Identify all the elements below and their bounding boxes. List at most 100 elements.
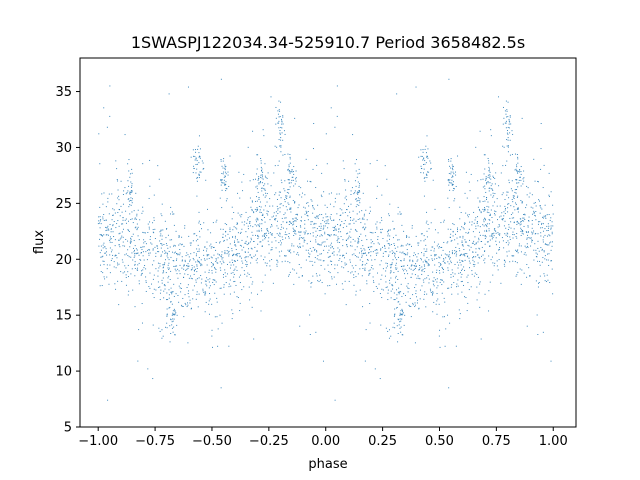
scatter-point bbox=[184, 261, 186, 263]
scatter-point bbox=[525, 247, 527, 249]
scatter-point bbox=[315, 236, 317, 238]
scatter-point bbox=[191, 307, 192, 309]
scatter-point bbox=[533, 210, 535, 212]
scatter-point bbox=[190, 242, 192, 244]
scatter-point bbox=[277, 209, 279, 211]
scatter-point bbox=[174, 313, 176, 315]
scatter-point bbox=[321, 242, 323, 244]
scatter-point bbox=[423, 271, 425, 273]
scatter-point bbox=[418, 242, 420, 244]
scatter-point bbox=[134, 306, 136, 308]
scatter-point bbox=[416, 260, 418, 262]
scatter-point bbox=[421, 233, 423, 235]
scatter-point bbox=[223, 240, 225, 242]
scatter-point bbox=[325, 220, 327, 222]
scatter-point bbox=[418, 269, 420, 271]
scatter-point bbox=[334, 201, 336, 203]
scatter-point bbox=[351, 271, 353, 273]
scatter-point bbox=[484, 207, 486, 209]
scatter-point bbox=[321, 172, 323, 174]
scatter-point bbox=[440, 254, 442, 256]
scatter-point bbox=[472, 257, 474, 259]
scatter-point bbox=[310, 223, 312, 225]
scatter-point bbox=[317, 280, 319, 282]
scatter-point bbox=[514, 209, 516, 211]
scatter-point bbox=[167, 234, 169, 236]
scatter-point bbox=[241, 221, 243, 223]
scatter-point bbox=[353, 284, 355, 286]
scatter-point bbox=[141, 272, 143, 274]
scatter-point bbox=[310, 282, 312, 284]
scatter-point bbox=[494, 262, 496, 264]
scatter-point bbox=[325, 213, 327, 215]
scatter-point bbox=[435, 254, 437, 256]
scatter-point bbox=[100, 249, 102, 251]
scatter-point bbox=[171, 251, 173, 253]
scatter-point bbox=[451, 269, 453, 271]
scatter-point bbox=[207, 208, 209, 210]
scatter-point bbox=[542, 239, 544, 241]
scatter-point bbox=[316, 258, 318, 260]
scatter-point bbox=[395, 234, 397, 236]
scatter-point bbox=[509, 154, 511, 156]
scatter-point bbox=[456, 250, 458, 252]
scatter-point bbox=[131, 191, 133, 193]
scatter-point bbox=[159, 265, 161, 267]
scatter-point bbox=[282, 227, 284, 229]
scatter-point bbox=[407, 264, 409, 266]
scatter-point bbox=[291, 176, 293, 178]
scatter-point bbox=[449, 258, 451, 260]
scatter-point bbox=[276, 205, 278, 207]
scatter-point bbox=[169, 325, 171, 327]
scatter-point bbox=[171, 291, 173, 293]
scatter-point bbox=[361, 218, 363, 220]
scatter-point bbox=[499, 234, 501, 236]
scatter-point bbox=[298, 204, 300, 206]
scatter-point bbox=[342, 160, 344, 162]
scatter-point bbox=[129, 199, 131, 201]
scatter-point bbox=[375, 286, 377, 288]
scatter-point bbox=[407, 243, 409, 245]
scatter-point bbox=[489, 171, 491, 173]
scatter-point bbox=[281, 261, 283, 263]
scatter-point bbox=[192, 240, 194, 242]
scatter-point bbox=[222, 236, 224, 238]
scatter-point bbox=[508, 197, 510, 199]
scatter-point bbox=[407, 291, 409, 293]
scatter-point bbox=[303, 241, 305, 243]
scatter-point bbox=[120, 205, 122, 207]
scatter-point bbox=[488, 219, 490, 221]
scatter-point bbox=[235, 284, 237, 286]
scatter-point bbox=[293, 185, 295, 187]
scatter-point bbox=[530, 245, 532, 247]
scatter-point bbox=[142, 206, 144, 208]
scatter-point bbox=[430, 291, 432, 293]
scatter-point bbox=[270, 233, 272, 235]
scatter-point bbox=[542, 230, 544, 232]
scatter-point bbox=[535, 252, 537, 254]
scatter-point bbox=[539, 221, 541, 223]
scatter-point bbox=[350, 241, 352, 243]
scatter-point bbox=[229, 231, 231, 233]
scatter-point bbox=[508, 224, 510, 226]
scatter-point bbox=[352, 219, 354, 221]
scatter-point bbox=[452, 169, 454, 171]
scatter-point bbox=[263, 185, 265, 187]
scatter-point bbox=[198, 220, 200, 222]
scatter-point bbox=[340, 224, 342, 226]
scatter-point bbox=[394, 267, 396, 269]
scatter-point bbox=[517, 249, 519, 251]
scatter-point bbox=[161, 279, 163, 281]
scatter-point bbox=[352, 134, 354, 136]
scatter-point bbox=[220, 184, 222, 186]
scatter-point bbox=[527, 246, 529, 248]
scatter-point bbox=[226, 239, 228, 241]
scatter-point bbox=[105, 248, 107, 250]
scatter-point bbox=[336, 240, 338, 242]
scatter-point bbox=[199, 171, 201, 173]
scatter-point bbox=[308, 252, 310, 254]
scatter-point bbox=[99, 238, 101, 240]
scatter-point bbox=[112, 231, 114, 233]
scatter-point bbox=[415, 284, 417, 286]
scatter-point bbox=[261, 177, 263, 179]
